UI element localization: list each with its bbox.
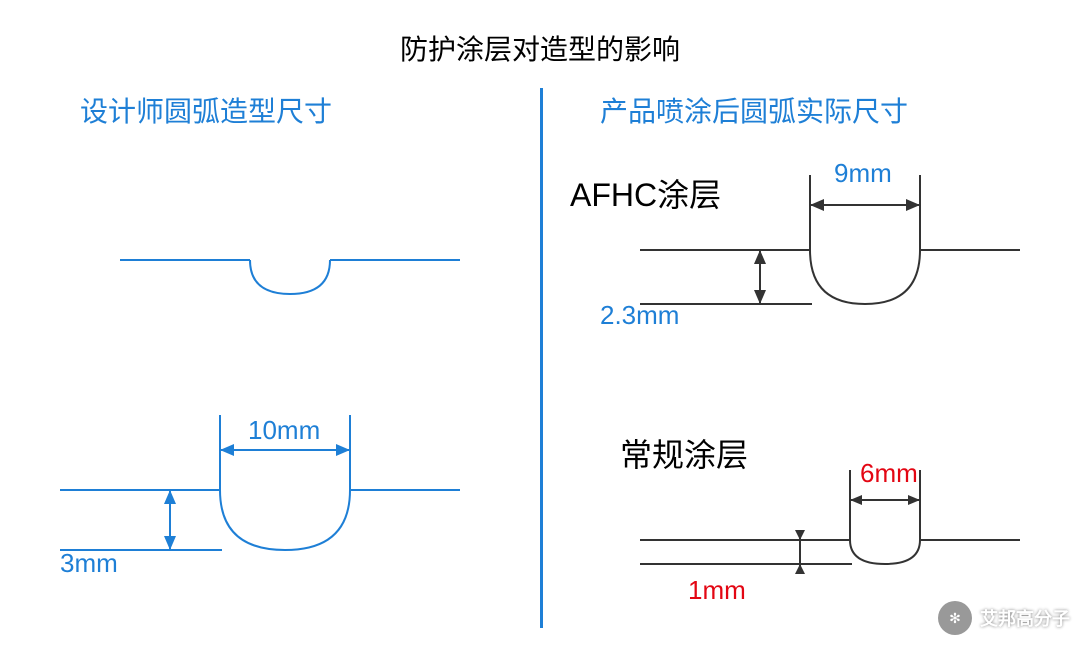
watermark-icon: ✻ [938, 601, 972, 635]
normal-width-dim: 6mm [860, 458, 918, 489]
normal-profile [0, 0, 1080, 665]
watermark-text: 艾邦高分子 [980, 605, 1070, 631]
watermark: ✻ 艾邦高分子 [938, 601, 1070, 635]
normal-depth-dim: 1mm [688, 575, 746, 606]
